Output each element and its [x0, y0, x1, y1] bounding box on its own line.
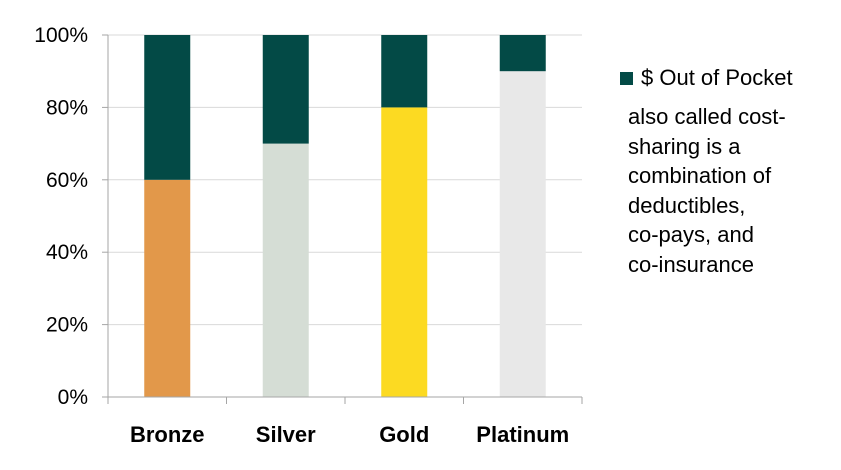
legend: $ Out of Pocket also called cost- sharin… [620, 64, 835, 279]
bar-segment-out-of-pocket [144, 35, 191, 180]
y-tick-label: 80% [46, 96, 88, 119]
legend-label: $ Out of Pocket [641, 65, 793, 90]
y-tick-label: 100% [34, 24, 88, 47]
x-category-label: Bronze [130, 422, 205, 447]
y-tick-label: 0% [58, 386, 88, 409]
y-tick-label: 40% [46, 241, 88, 264]
y-tick-label: 20% [46, 314, 88, 337]
x-category-label: Gold [379, 422, 429, 447]
bar-segment-out-of-pocket [381, 35, 428, 108]
y-axis-tick-labels: 0% 20% 40% 60% 80% 100% [34, 24, 88, 409]
legend-swatch [620, 71, 633, 85]
legend-entry-out-of-pocket: $ Out of Pocket [620, 64, 835, 92]
y-tick-label: 60% [46, 169, 88, 192]
bar-segment-base [381, 107, 428, 398]
x-axis-category-labels: Bronze Silver Gold Platinum [130, 422, 569, 447]
bar-segment-base [144, 179, 191, 397]
legend-annotation: also called cost- sharing is a combinati… [628, 104, 786, 277]
x-category-label: Platinum [476, 422, 569, 447]
x-category-label: Silver [256, 422, 316, 447]
bar-segment-base [262, 143, 309, 397]
bar-segment-out-of-pocket [499, 35, 546, 72]
bar-segment-out-of-pocket [262, 35, 309, 144]
axes [102, 34, 583, 404]
bar-segment-base [499, 71, 546, 397]
bars [144, 35, 546, 398]
